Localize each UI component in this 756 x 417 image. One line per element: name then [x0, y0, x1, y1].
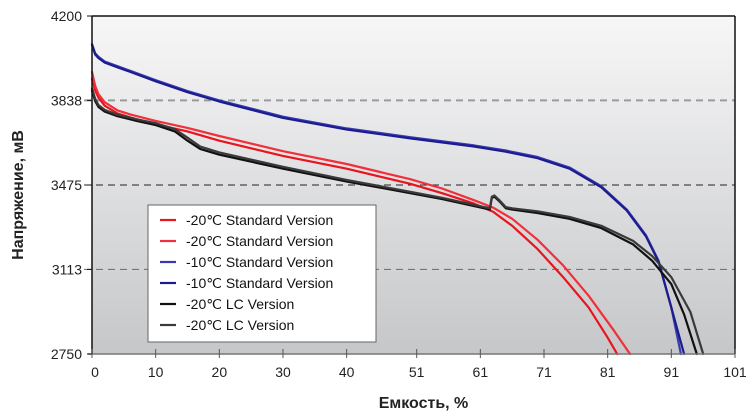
legend-label: -20℃ LC Version	[186, 296, 294, 312]
series-line-2	[90, 70, 632, 356]
x-tick-label: 61	[473, 364, 489, 380]
series-lines	[90, 42, 705, 356]
x-tick-label: 40	[339, 364, 355, 380]
x-tick-label: 20	[212, 364, 228, 380]
legend-label: -20℃ Standard Version	[186, 233, 333, 249]
x-tick-label: 10	[148, 364, 164, 380]
series-line-6	[90, 87, 705, 356]
x-tick-label: 51	[409, 364, 425, 380]
x-axis: 0 10 20 30 40 51 61 71 81 91 101	[91, 349, 747, 380]
y-tick-label: 3113	[52, 261, 82, 277]
x-tick-label: 91	[664, 364, 680, 380]
y-tick-label: 2750	[51, 346, 82, 362]
y-tick-label: 3475	[51, 177, 82, 193]
legend-label: -20℃ Standard Version	[186, 212, 333, 228]
legend-box	[147, 204, 377, 343]
x-tick-label: 71	[536, 364, 552, 380]
legend-label: -10℃ Standard Version	[186, 254, 333, 270]
x-tick-label: 0	[91, 364, 99, 380]
series-line-1	[90, 77, 619, 356]
legend-label: -10℃ Standard Version	[186, 275, 333, 291]
y-tick-label: 4200	[51, 8, 82, 24]
x-tick-label: 81	[600, 364, 616, 380]
y-axis-title: Напряжение, мВ	[10, 130, 27, 260]
series-line-5	[90, 89, 698, 356]
series-line-4	[90, 44, 686, 356]
legend: -20℃ Standard Version -20℃ Standard Versi…	[147, 204, 377, 343]
x-axis-title: Емкость, %	[379, 395, 469, 412]
x-tick-label: 30	[275, 364, 291, 380]
legend-label: -20℃ LC Version	[186, 317, 294, 333]
y-tick-label: 3838	[51, 92, 82, 108]
x-tick-label: 101	[723, 364, 747, 380]
y-axis: 2750 3113 3475 3838 4200	[51, 8, 92, 362]
